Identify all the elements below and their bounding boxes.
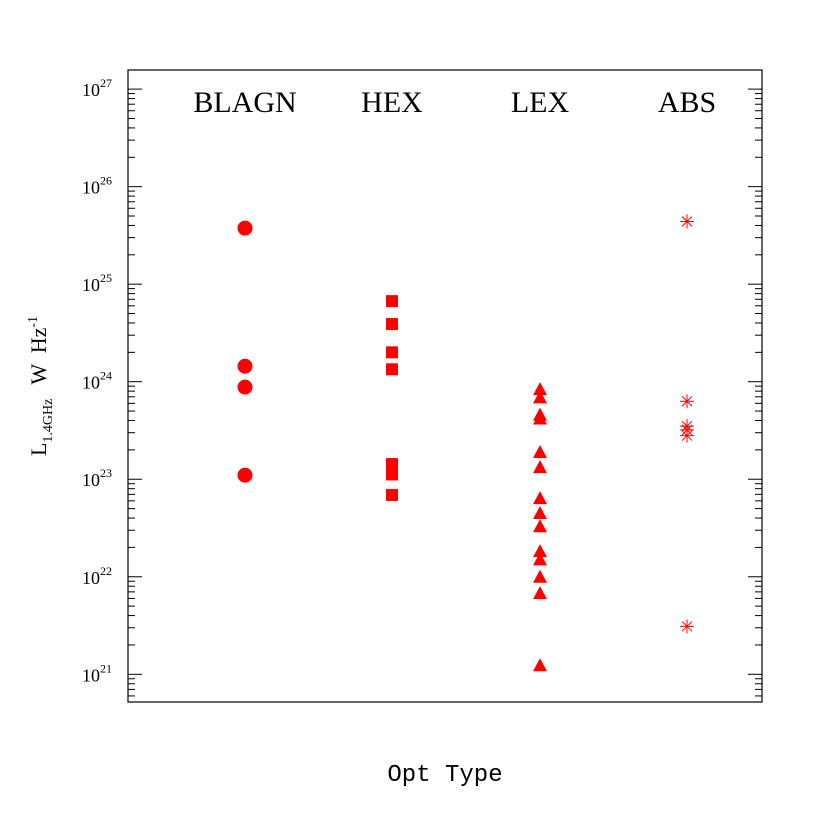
- square-point: [386, 346, 398, 359]
- x-axis-label: Opt Type: [387, 762, 502, 789]
- y-tick-label: 1025: [82, 271, 112, 295]
- asterisk-stroke: [681, 395, 693, 407]
- circle-point: [237, 379, 253, 395]
- y-tick-label: 1024: [82, 369, 112, 393]
- asterisk-stroke: [681, 216, 693, 227]
- asterisk-point: [680, 619, 694, 634]
- y-label-main: L: [26, 443, 51, 456]
- y-tick-base: 10: [82, 665, 100, 685]
- y-label-sub: 1.4GHz: [41, 399, 56, 443]
- triangle-point: [533, 445, 547, 459]
- asterisk-point: [680, 214, 694, 229]
- y-tick-label: 1027: [82, 76, 112, 100]
- triangle-point: [533, 460, 547, 474]
- y-tick-base: 10: [82, 568, 100, 588]
- y-tick-exponent: 26: [100, 174, 112, 188]
- triangle-point: [533, 569, 547, 583]
- circle-point: [237, 467, 253, 483]
- y-axis-label: L1.4GHz W Hz-1: [26, 316, 56, 456]
- y-tick-base: 10: [82, 275, 100, 295]
- square-point: [386, 468, 398, 481]
- y-tick-exponent: 27: [100, 76, 112, 90]
- y-tick-base: 10: [82, 373, 100, 393]
- y-tick-exponent: 22: [100, 564, 112, 578]
- triangle-point: [533, 506, 547, 520]
- y-tick-base: 10: [82, 80, 100, 100]
- y-tick-exponent: 25: [100, 271, 112, 285]
- triangle-point: [533, 411, 547, 425]
- triangle-point: [533, 658, 547, 672]
- y-tick-exponent: 23: [100, 466, 112, 480]
- y-tick-exponent: 24: [100, 369, 112, 383]
- category-label: ABS: [658, 86, 716, 119]
- square-point: [386, 318, 398, 331]
- asterisk-point: [680, 394, 694, 409]
- y-tick-base: 10: [82, 178, 100, 198]
- asterisk-stroke: [681, 430, 693, 441]
- category-label: LEX: [511, 86, 570, 119]
- circle-point: [237, 358, 253, 374]
- circle-point: [237, 220, 253, 236]
- triangle-point: [533, 586, 547, 600]
- y-label-sup: -1: [26, 316, 41, 328]
- triangle-point: [533, 390, 547, 404]
- y-label-unit: W Hz: [26, 327, 51, 384]
- triangle-point: [533, 382, 547, 396]
- triangle-point: [533, 552, 547, 566]
- square-point: [386, 488, 398, 501]
- asterisk-point: [680, 428, 694, 443]
- y-tick-label: 1023: [82, 466, 112, 490]
- plot-frame: [127, 69, 763, 703]
- y-tick-base: 10: [82, 470, 100, 490]
- y-tick-label: 1026: [82, 174, 112, 198]
- square-point: [386, 363, 398, 376]
- category-label: BLAGN: [193, 86, 296, 119]
- y-tick-label: 1022: [82, 564, 112, 588]
- asterisk-stroke: [681, 621, 693, 632]
- square-point: [386, 295, 398, 308]
- category-label: HEX: [361, 86, 423, 119]
- triangle-point: [533, 519, 547, 533]
- triangle-point: [533, 544, 547, 558]
- triangle-point: [533, 491, 547, 505]
- y-tick-exponent: 21: [100, 661, 112, 675]
- y-tick-label: 1021: [82, 661, 112, 685]
